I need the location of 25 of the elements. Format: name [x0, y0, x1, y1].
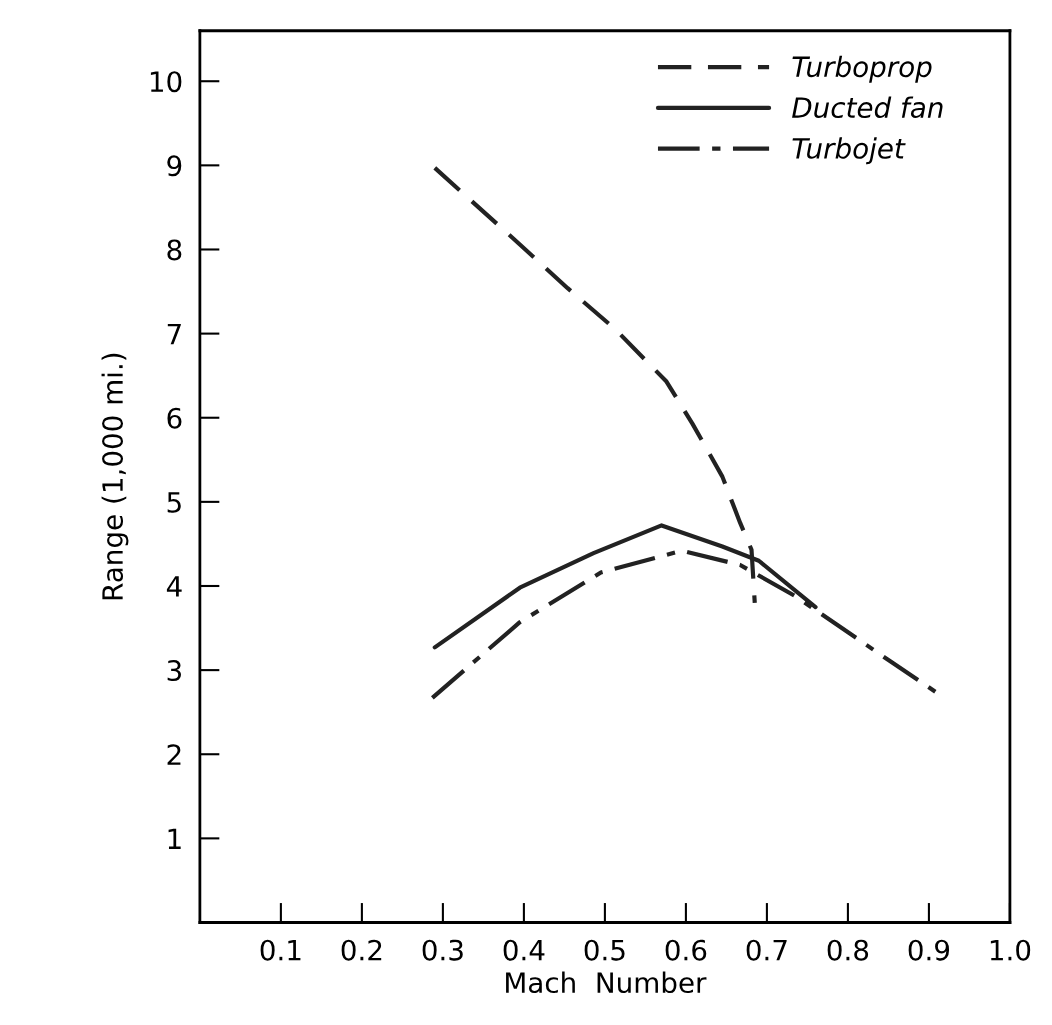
x-tick-label: 0.2: [341, 939, 382, 961]
x-axis-title: Mach Number: [506, 971, 707, 994]
x-tick-label: 1.0: [990, 939, 1031, 961]
y-tick-label: 9: [167, 155, 182, 177]
y-tick-label: 4: [166, 576, 182, 597]
legend-label: Turbojet: [792, 137, 906, 165]
y-tick-label: 1: [168, 828, 181, 849]
y-tick-label: 8: [167, 239, 182, 261]
legend-label: Turboprop: [792, 55, 932, 83]
y-tick-label: 5: [167, 492, 181, 513]
x-tick-label: 0.9: [908, 939, 950, 961]
y-tick-label: 7: [167, 323, 181, 345]
x-tick-label: 0.7: [746, 939, 787, 961]
y-tick-label: 2: [167, 744, 181, 765]
y-tick-label: 6: [167, 407, 182, 429]
legend-label: Ducted fan: [792, 96, 943, 119]
y-tick-label: 3: [167, 660, 181, 682]
x-tick-label: 0.1: [260, 939, 301, 961]
y-axis-title: Range (1,000 mi.): [101, 353, 129, 600]
x-tick-label: 0.6: [665, 939, 707, 961]
x-tick-label: 0.4: [503, 939, 545, 961]
x-tick-label: 0.5: [584, 939, 625, 961]
x-tick-label: 0.3: [422, 939, 463, 961]
x-tick-label: 0.8: [827, 939, 869, 961]
y-tick-label: 10: [150, 71, 182, 93]
